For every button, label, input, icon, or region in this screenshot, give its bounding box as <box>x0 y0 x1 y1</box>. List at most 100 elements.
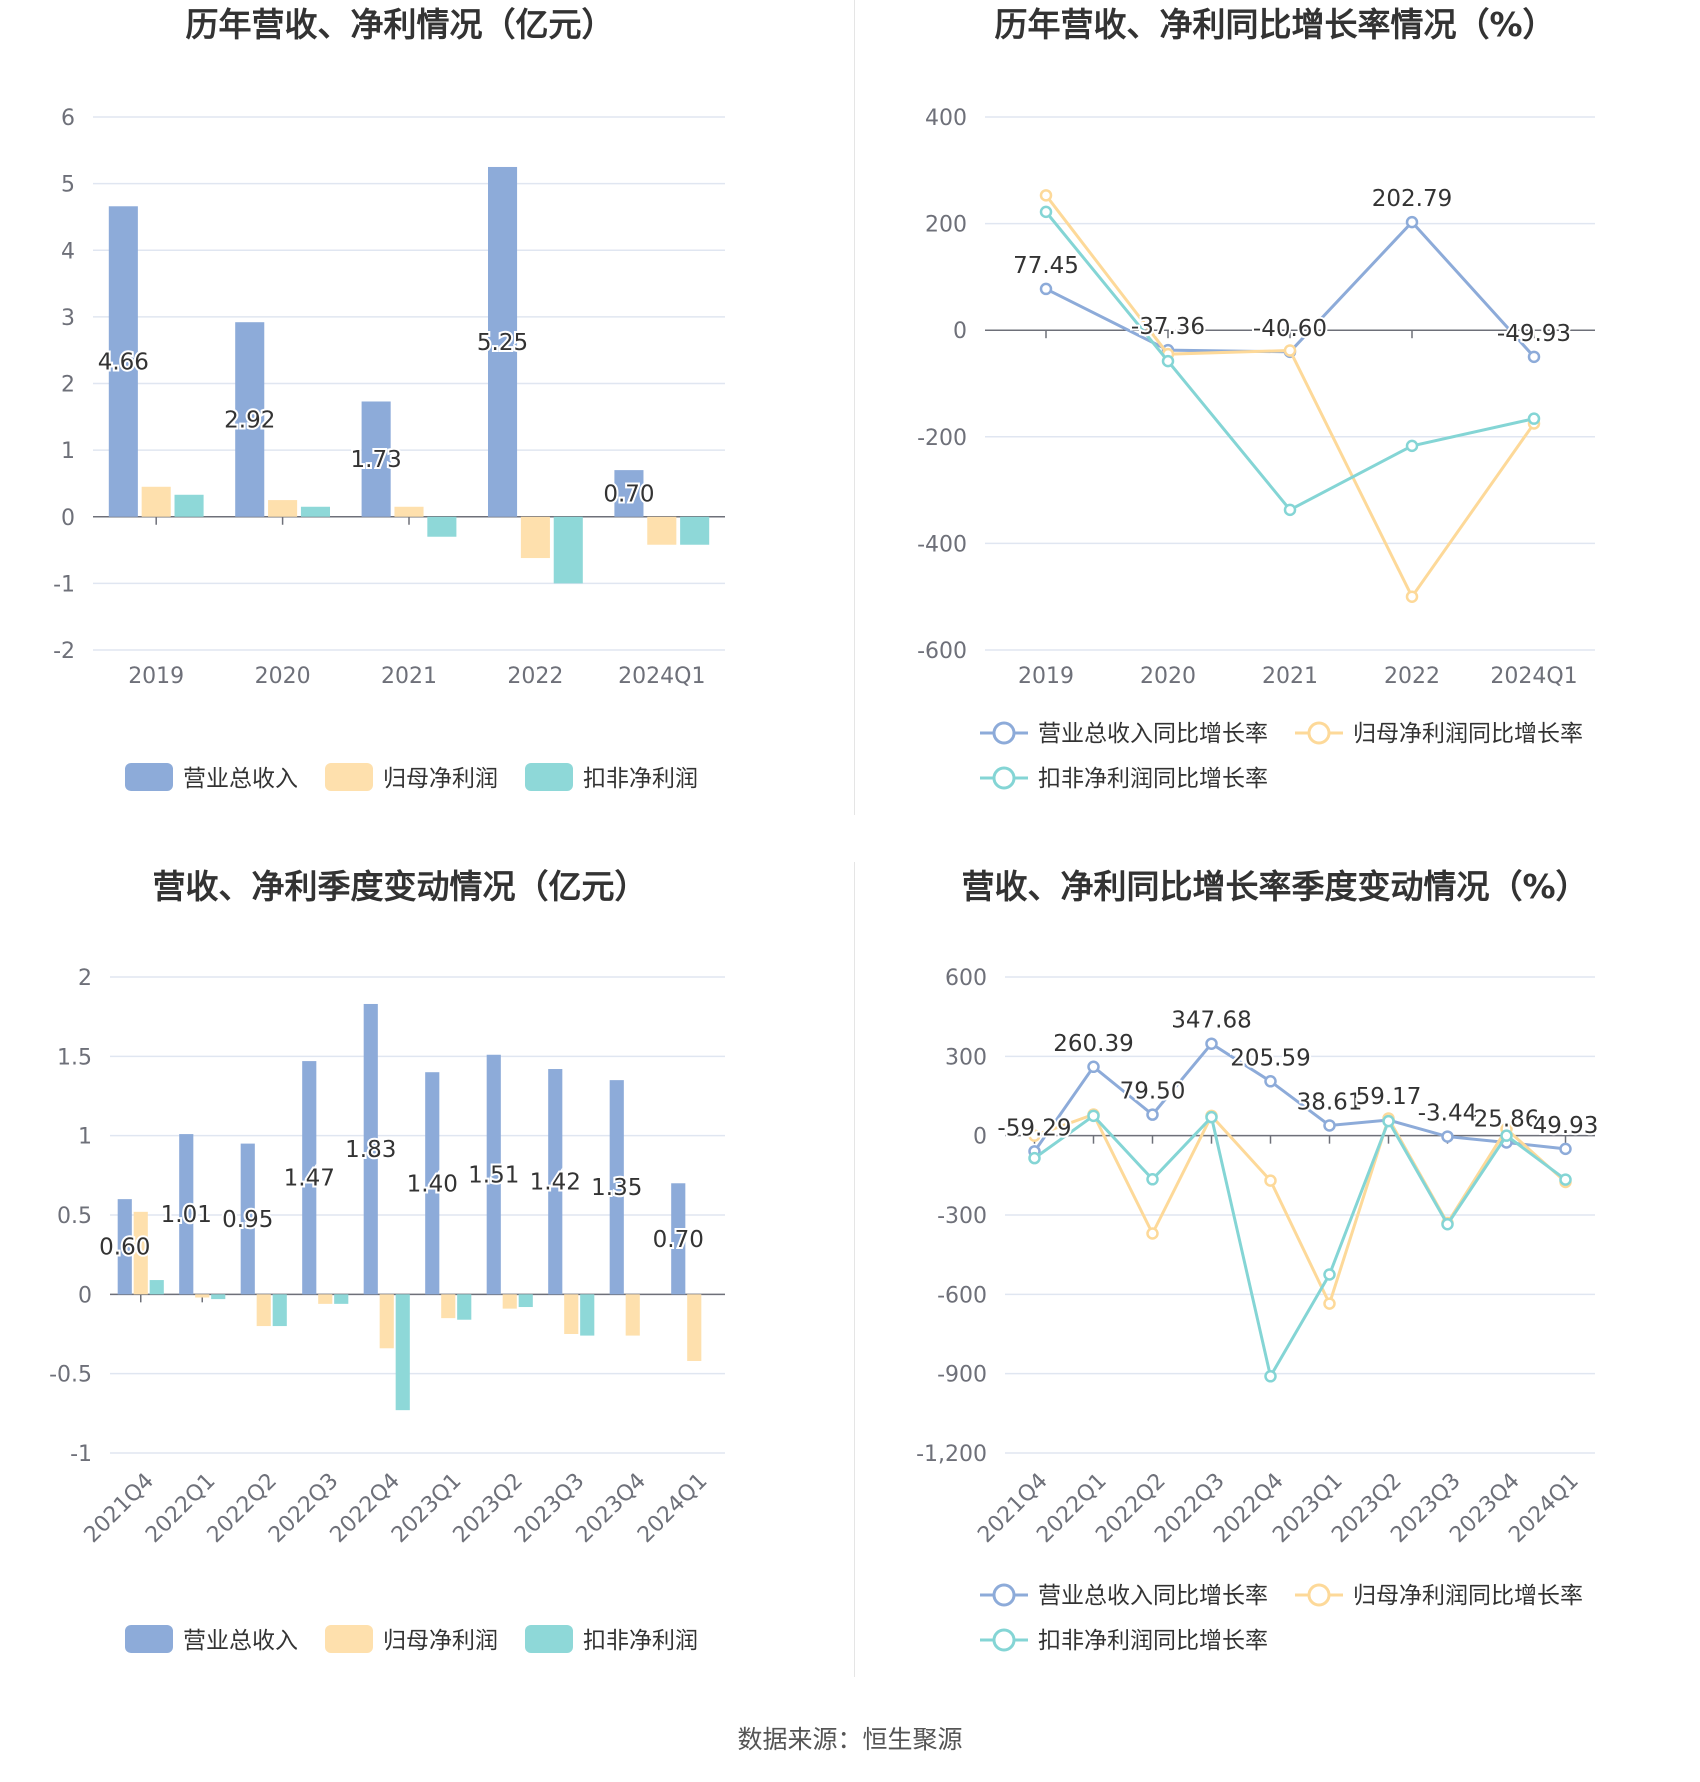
data-label: 1.47 <box>284 1166 335 1192</box>
y-tick-label: 2 <box>61 373 75 398</box>
legend-label: 扣非净利润同比增长率 <box>1038 766 1268 792</box>
x-tick-label: 2021 <box>381 664 437 689</box>
y-tick-label: 400 <box>925 106 967 131</box>
legend-swatch <box>125 1625 173 1653</box>
legend-swatch <box>325 1625 373 1653</box>
data-label: 0.70 <box>603 481 654 507</box>
data-label: 1.73 <box>351 447 402 473</box>
bar-营业总收入 <box>609 1080 624 1295</box>
y-tick-label: 5 <box>61 173 75 198</box>
bar-归母净利润 <box>141 486 171 517</box>
panel-separator-bottom <box>854 862 855 1677</box>
legend-label: 营业总收入 <box>183 1628 298 1654</box>
y-tick-label: 0 <box>61 506 75 531</box>
bar-归母净利润 <box>520 516 550 559</box>
data-source: 数据来源：恒生聚源 <box>737 1725 963 1754</box>
y-tick-label: 6 <box>61 106 75 131</box>
data-label: 1.83 <box>345 1137 396 1163</box>
bar-归母净利润 <box>268 500 298 517</box>
point-归母净利润同比增长率 <box>1264 1174 1277 1187</box>
x-tick-label: 2020 <box>255 664 311 689</box>
bar-归母净利润 <box>502 1294 517 1309</box>
x-tick-label: 2019 <box>1018 664 1074 689</box>
bar-营业总收入 <box>425 1072 440 1295</box>
chart-title: 营收、净利季度变动情况（亿元） <box>153 867 648 906</box>
legend-marker <box>992 721 1016 745</box>
line-扣非净利润同比增长率 <box>1044 210 1535 512</box>
bar-营业总收入 <box>361 401 391 517</box>
y-tick-label: 0 <box>973 1125 987 1150</box>
bar-营业总收入 <box>117 1199 132 1295</box>
point-归母净利润同比增长率 <box>1146 1227 1159 1240</box>
line-归母净利润同比增长率 <box>1033 1112 1567 1308</box>
point-归母净利润同比增长率 <box>1039 189 1053 202</box>
point-营业总收入同比增长率 <box>1441 1130 1454 1143</box>
panel-separator-top <box>854 0 855 815</box>
y-tick-label: 200 <box>925 213 967 238</box>
legend-swatch <box>525 763 573 791</box>
x-tick-label: 2024Q1 <box>618 664 705 689</box>
quarterly-growth-rate-chart: 营收、净利同比增长率季度变动情况（%） 600 300 0 -300 -600 -900 -1… <box>855 862 1700 1692</box>
data-label: 1.51 <box>468 1163 519 1189</box>
data-label: 1.42 <box>530 1170 581 1196</box>
bar-归母净利润 <box>379 1294 394 1349</box>
bar-归母净利润 <box>133 1211 148 1295</box>
annual-growth-rate-chart: 历年营收、净利同比增长率情况（%） 400 200 0 -200 -400 -600 2019… <box>855 0 1700 820</box>
chart-svg: 历年营收、净利情况（亿元） 6 5 4 3 2 1 0 -1 -2 2019 2020 2021 2022… <box>53 5 725 792</box>
bar-归母净利润 <box>441 1294 456 1319</box>
legend-label: 扣非净利润同比增长率 <box>1038 1628 1268 1654</box>
bar-营业总收入 <box>488 166 518 517</box>
bar-归母净利润 <box>647 516 677 545</box>
y-tick-label: 2 <box>78 966 92 991</box>
data-label: 79.50 <box>1120 1079 1186 1105</box>
bar-扣非净利润 <box>457 1294 472 1320</box>
data-label: 1.35 <box>591 1175 642 1201</box>
bar-扣非净利润 <box>211 1294 226 1300</box>
bar-扣非净利润 <box>395 1294 410 1411</box>
bar-营业总收入 <box>302 1061 317 1295</box>
y-tick-label: -1 <box>70 1442 92 1467</box>
y-tick-label: -200 <box>917 426 967 451</box>
bar-扣非净利润 <box>553 516 583 584</box>
data-label: 5.25 <box>477 330 528 356</box>
y-tick-label: 3 <box>61 306 75 331</box>
data-label: 0.95 <box>222 1207 273 1233</box>
data-label: -49.93 <box>1497 321 1571 347</box>
data-label: 4.66 <box>98 350 149 376</box>
y-tick-label: 1 <box>61 439 75 464</box>
x-tick-label: 2019 <box>128 664 184 689</box>
bar-营业总收入 <box>240 1143 255 1295</box>
point-营业总收入同比增长率 <box>1559 1142 1572 1156</box>
point-扣非净利润同比增长率 <box>1283 503 1297 517</box>
quarterly-revenue-profit-chart: 营收、净利季度变动情况（亿元） 2 1.5 1 0.5 0 -0.5 -1 2021Q4 2022… <box>0 862 850 1692</box>
legend-marker <box>992 1628 1016 1652</box>
point-营业总收入同比增长率 <box>1323 1119 1336 1132</box>
y-tick-label: 1 <box>78 1125 92 1150</box>
legend-marker <box>1307 1583 1331 1607</box>
point-营业总收入同比增长率 <box>1527 350 1541 364</box>
x-tick-label: 2022 <box>1384 664 1440 689</box>
data-label: -59.29 <box>997 1115 1071 1141</box>
bar-扣非净利润 <box>427 516 457 537</box>
bar-归母净利润 <box>318 1294 333 1304</box>
point-营业总收入同比增长率 <box>1405 215 1419 229</box>
data-label: 77.45 <box>1013 253 1079 279</box>
x-tick-label: 2020 <box>1140 664 1196 689</box>
y-tick-label: 0.5 <box>57 1204 92 1229</box>
point-扣非净利润同比增长率 <box>1264 1370 1277 1383</box>
data-label: 202.79 <box>1372 186 1452 212</box>
bar-营业总收入 <box>548 1069 563 1295</box>
bar-营业总收入 <box>614 470 644 517</box>
data-label: 49.93 <box>1533 1113 1599 1139</box>
y-tick-label: 4 <box>61 239 75 264</box>
point-营业总收入同比增长率 <box>1205 1037 1218 1050</box>
y-tick-label: -2 <box>53 639 75 664</box>
point-扣非净利润同比增长率 <box>1405 439 1419 453</box>
x-tick-label: 2022 <box>507 664 563 689</box>
point-营业总收入同比增长率 <box>1264 1075 1277 1088</box>
point-扣非净利润同比增长率 <box>1323 1268 1336 1281</box>
bar-营业总收入 <box>486 1054 501 1295</box>
line-营业总收入同比增长率 <box>1033 1041 1566 1153</box>
point-归母净利润同比增长率 <box>1405 590 1419 603</box>
y-tick-label: -300 <box>937 1204 987 1229</box>
